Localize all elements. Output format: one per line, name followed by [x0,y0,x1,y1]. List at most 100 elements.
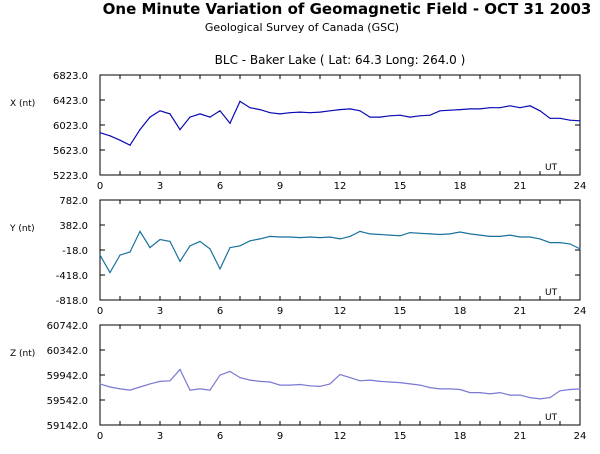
data-point [479,392,481,394]
data-point [159,110,161,112]
x-tick-label: 15 [394,306,407,317]
data-point [239,377,241,379]
y-tick-label: -18.0 [62,246,88,257]
data-point [379,233,381,236]
data-point [249,240,251,242]
data-point [499,392,501,394]
data-point [339,373,341,376]
y-tick-label: 60342.0 [47,346,88,357]
data-point [199,240,201,242]
x-tick-label: 0 [97,431,103,442]
data-point [459,231,461,233]
x-tick-label: 12 [334,431,347,442]
data-point [239,100,241,102]
x-tick-label: 21 [514,181,527,192]
data-point [409,116,411,118]
data-point [419,115,421,117]
data-point [569,388,571,391]
data-point [329,236,331,238]
data-point [449,109,451,111]
data-point [459,388,461,391]
data-point [559,242,561,244]
data-point [359,380,361,382]
data-point [109,135,111,137]
data-point [499,235,501,237]
data-point [379,380,381,382]
data-point [339,238,341,240]
data-point [309,385,311,387]
data-point [429,387,431,389]
y-tick-label: 6423.0 [53,96,88,107]
data-point [229,370,231,372]
data-point [439,388,441,390]
data-point [419,232,421,234]
data-point [249,379,251,381]
data-point [189,245,191,247]
data-point [319,385,321,387]
y-tick-label: 782.0 [59,196,88,207]
data-point [149,247,151,249]
data-point [459,109,461,111]
data-point [519,394,521,396]
data-point [169,113,171,115]
data-point [149,116,151,118]
x-tick-label: 24 [574,181,587,192]
data-point [399,235,401,237]
x-tick-label: 9 [277,306,283,317]
data-point [379,116,381,118]
y-tick-label: -818.0 [56,296,88,307]
data-point [179,368,181,371]
x-tick-label: 21 [514,306,527,317]
data-point [99,254,101,256]
data-point [519,236,521,238]
x-tick-label: 6 [217,431,223,442]
data-point [169,380,171,382]
data-point [469,233,471,235]
panel-x: 0 3 6 9 12 15 18 21 24 6823.0 6423.0 6023.0 5623.0 52… [10,71,586,192]
data-point [169,240,171,242]
data-point [399,114,401,116]
data-point [299,111,301,113]
data-point [359,110,361,112]
y-axis-label: Y (nt) [9,224,35,234]
data-point [329,110,331,112]
y-tick-label: 6023.0 [53,121,88,132]
data-point [279,113,281,115]
data-point [369,379,371,381]
data-point [409,232,411,234]
data-point [529,397,531,399]
data-point [179,260,181,262]
x-tick-label: 24 [574,306,587,317]
data-point [189,389,191,391]
data-point [269,381,271,383]
x-tick-label: 12 [334,306,347,317]
data-point [399,382,401,384]
data-point [349,377,351,379]
data-point [99,132,101,134]
data-point [539,110,541,112]
plot-frame [99,199,581,301]
data-point [119,388,121,390]
y-tick-label: 5223.0 [53,171,88,182]
data-point [539,238,541,240]
data-point [489,107,491,109]
data-point [509,394,511,396]
data-point [339,109,341,111]
data-point [549,397,551,399]
x-axis-unit-label: UT [545,413,558,423]
data-point [439,110,441,112]
data-point [179,129,181,131]
data-point [519,107,521,109]
data-point [449,388,451,390]
data-point [299,383,301,386]
data-point [489,393,491,395]
data-point [349,108,351,110]
data-point [369,233,371,235]
plot-frame [99,74,581,176]
data-point [299,237,301,239]
data-point [149,383,151,385]
y-tick-label: 6823.0 [53,71,88,82]
x-tick-label: 18 [454,181,467,192]
data-point [579,388,581,390]
